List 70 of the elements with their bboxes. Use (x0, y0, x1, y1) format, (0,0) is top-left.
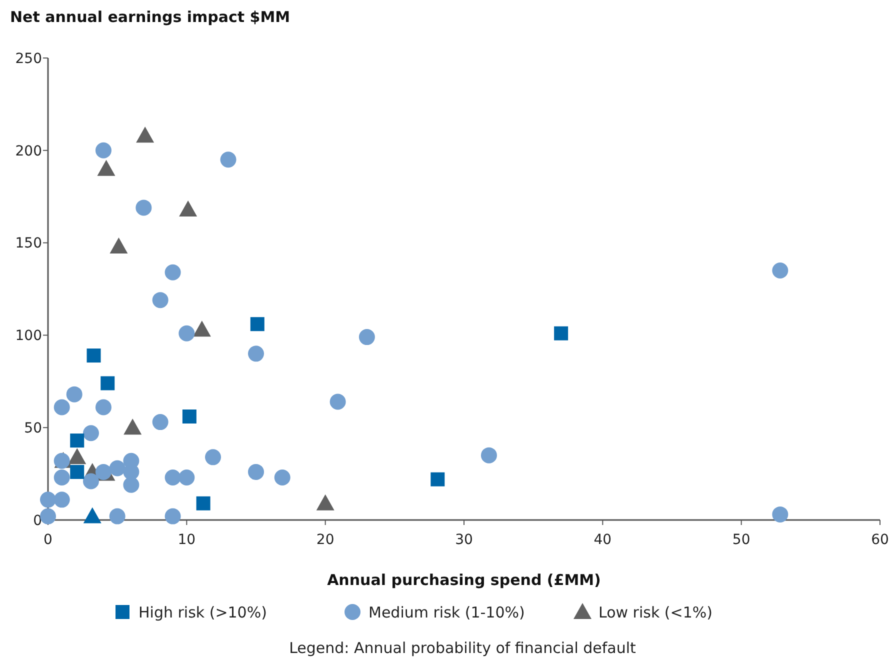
point (152, 292, 168, 308)
chart-title: Net annual earnings impact $MM (10, 8, 290, 26)
point (358, 329, 375, 346)
point (68, 448, 86, 464)
point (480, 447, 497, 464)
point (54, 452, 70, 469)
y-tick-label: 250 (15, 50, 42, 67)
y-tick-label: 0 (33, 512, 42, 529)
x-tick-label: 50 (732, 532, 750, 548)
point (123, 476, 140, 493)
point (97, 160, 116, 176)
point (70, 434, 84, 448)
x-tick-label: 20 (316, 532, 334, 548)
point (430, 472, 445, 486)
point (274, 469, 290, 486)
y-tick-label: 50 (24, 420, 42, 436)
point (248, 464, 264, 480)
y-tick-label: 150 (15, 236, 42, 252)
x-tick-label: 10 (178, 532, 196, 548)
point (109, 508, 126, 524)
point (40, 492, 56, 508)
point (248, 346, 264, 362)
point (54, 399, 70, 416)
point (164, 508, 181, 524)
point (164, 264, 181, 280)
point (95, 142, 112, 158)
point (554, 326, 568, 340)
point (95, 399, 112, 416)
point (124, 418, 142, 435)
point (179, 200, 198, 217)
point (772, 506, 788, 522)
point (330, 394, 346, 410)
point (66, 386, 82, 402)
text: Legend: Annual probability of financial default (289, 639, 636, 657)
x-tick-label: 40 (594, 532, 612, 548)
point (205, 449, 222, 466)
y-tick-label: 100 (15, 328, 42, 344)
point (164, 469, 181, 486)
x-tick-label: 60 (871, 532, 889, 548)
point (82, 473, 99, 490)
point (182, 410, 196, 424)
point (772, 262, 788, 279)
point (316, 494, 334, 510)
point (192, 320, 211, 337)
x-tick-label: 0 (44, 532, 52, 548)
point (109, 460, 126, 476)
point (100, 376, 115, 390)
legend-label: Medium risk (1-10%) (368, 603, 525, 622)
point (136, 200, 152, 216)
point (95, 464, 112, 480)
y-tick-label: 200 (15, 143, 42, 160)
point (110, 237, 128, 254)
point (54, 492, 70, 508)
point (220, 152, 236, 168)
point (83, 507, 102, 524)
point (70, 464, 84, 479)
point (40, 508, 56, 524)
x-axis-title: Annual purchasing spend (£MM) (327, 571, 601, 589)
point (136, 126, 154, 143)
point (178, 469, 195, 486)
point (86, 348, 101, 363)
point (152, 414, 168, 430)
point (178, 325, 195, 342)
point (196, 496, 210, 510)
legend-label: High risk (>10%) (138, 603, 267, 622)
x-tick-label: 30 (455, 532, 473, 548)
point (250, 317, 264, 332)
point (82, 425, 99, 442)
legend-label: Low risk (<1%) (598, 603, 712, 622)
point (54, 469, 70, 486)
